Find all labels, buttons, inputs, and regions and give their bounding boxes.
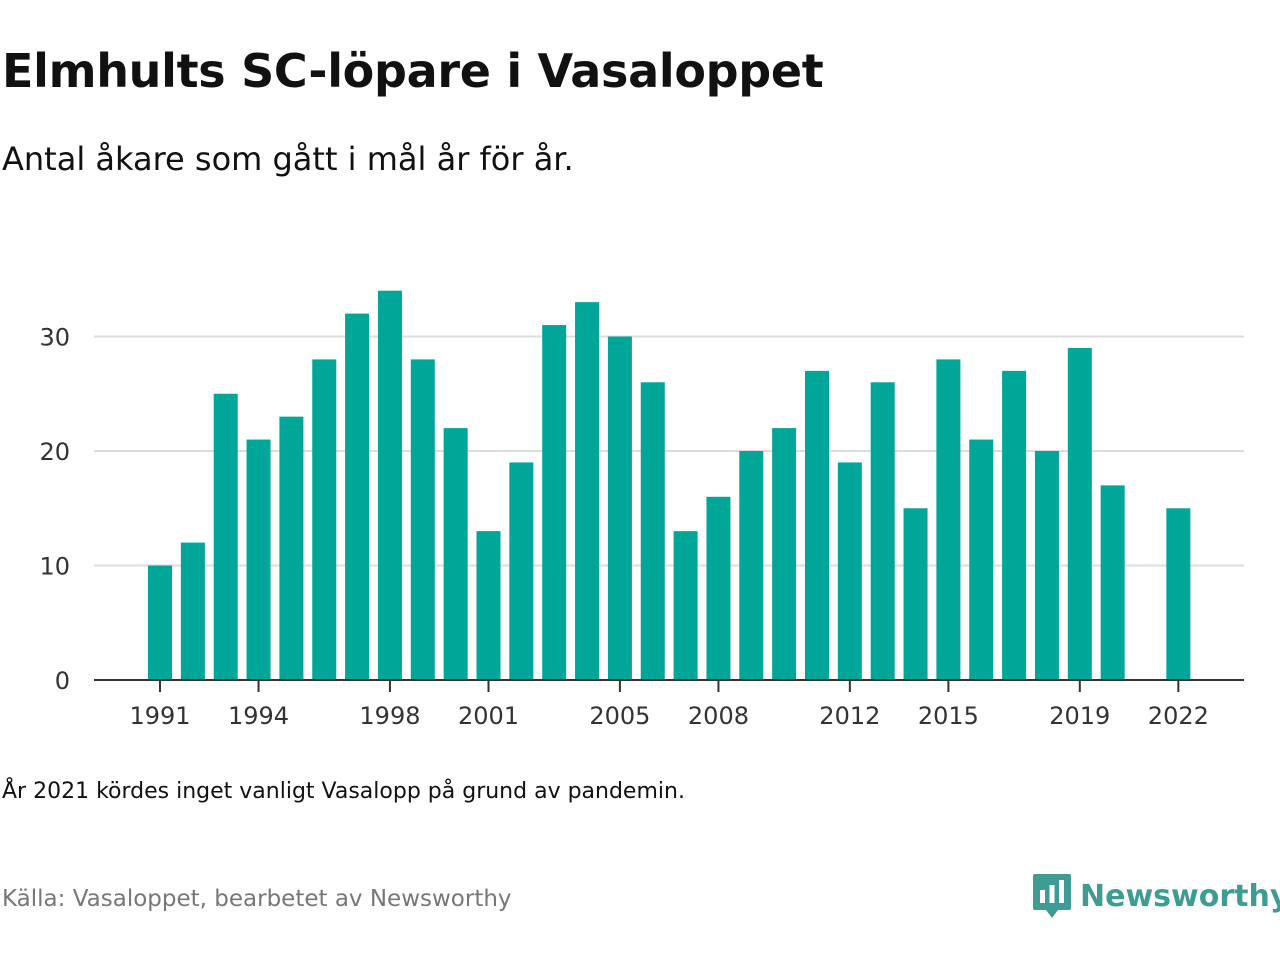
bar-1999 [410,359,435,680]
bar-2001 [476,531,501,680]
bar-2006 [640,382,665,680]
bar-2007 [673,531,698,680]
y-tick-label: 20 [39,438,70,466]
x-tick-label: 2001 [458,702,519,730]
y-tick-label: 0 [55,667,70,695]
bar-1994 [246,439,271,680]
bar-2015 [936,359,961,680]
y-tick-label: 10 [39,553,70,581]
bar-1997 [345,313,370,680]
bar-2022 [1166,508,1191,680]
bar-2004 [575,302,600,680]
bar-2005 [607,336,632,680]
bar-2017 [1002,370,1027,680]
x-tick-label: 2012 [819,702,880,730]
x-tick-label: 1991 [129,702,190,730]
x-tick-label: 2022 [1148,702,1209,730]
axes: 0 10 20 30 1991 1994 1998 2001 2005 2008 2012 2015 2… [39,324,1244,730]
bar-1996 [312,359,337,680]
bar-2002 [509,462,534,680]
bar-2000 [443,428,468,680]
x-tick-label: 1994 [228,702,289,730]
bar-2019 [1067,347,1092,680]
bar-1995 [279,416,304,680]
bar-2016 [969,439,994,680]
x-tick-label: 2019 [1049,702,1110,730]
bar-1998 [377,290,402,680]
bar-2014 [903,508,928,680]
brand-name: Newsworthy [1080,878,1280,914]
bar-2018 [1034,451,1059,680]
x-tick-label: 2005 [589,702,650,730]
bar-2013 [870,382,895,680]
bar-2008 [706,496,731,680]
x-tick-label: 1998 [359,702,420,730]
bar-2020 [1100,485,1125,680]
bar-2012 [837,462,862,680]
bar-2003 [542,325,567,680]
bar-1991 [148,565,172,680]
bar-chart: 0 10 20 30 1991 1994 1998 2001 2005 2008 2012 2015 2… [39,290,1244,730]
footnote: År 2021 kördes inget vanligt Vasalopp på… [2,779,685,804]
bars [148,290,1191,680]
bar-2010 [772,428,797,680]
bar-2011 [805,370,829,680]
chart-subtitle: Antal åkare som gått i mål år för år. [2,140,574,178]
bar-2009 [739,451,764,680]
y-tick-label: 30 [39,324,70,352]
x-tick-label: 2008 [688,702,749,730]
newsworthy-logo-icon [1033,874,1071,918]
bar-1992 [180,542,205,680]
source-credit: Källa: Vasaloppet, bearbetet av Newswort… [2,886,512,912]
newsworthy-logo: Newsworthy [1032,872,1280,920]
chart-title: Elmhults SC-löpare i Vasaloppet [2,44,824,98]
x-tick-label: 2015 [918,702,979,730]
bar-1993 [213,393,238,680]
